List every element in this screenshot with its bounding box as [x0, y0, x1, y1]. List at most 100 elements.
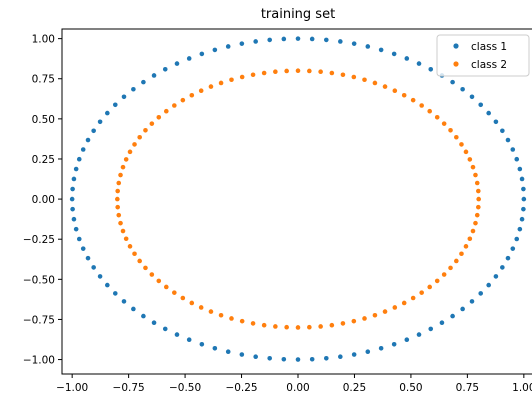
data-point: [105, 110, 110, 116]
data-point: [419, 290, 424, 295]
data-point: [97, 119, 103, 125]
data-point: [218, 80, 224, 86]
data-point: [454, 134, 459, 140]
points-layer: [69, 36, 527, 362]
data-point: [164, 108, 169, 114]
data-point: [514, 156, 520, 162]
data-point: [459, 142, 464, 147]
y-tick-label: 0.75: [32, 74, 55, 86]
plot-area-frame: [61, 28, 532, 375]
data-point: [351, 352, 357, 357]
data-point: [419, 103, 424, 108]
data-point: [172, 103, 177, 108]
series-2-points: [115, 68, 481, 330]
data-point: [401, 300, 407, 306]
data-point: [208, 84, 214, 89]
data-point: [478, 291, 484, 296]
data-point: [401, 92, 407, 98]
data-point: [225, 349, 231, 355]
data-point: [428, 326, 434, 332]
data-point: [105, 282, 110, 288]
y-tick-label: −0.75: [23, 314, 55, 326]
data-point: [123, 236, 129, 242]
data-point: [517, 226, 523, 232]
x-tick-label: 1.00: [512, 382, 532, 394]
data-point: [127, 244, 133, 249]
legend-label: class 2: [471, 59, 507, 71]
data-point: [71, 216, 77, 222]
data-point: [253, 354, 258, 360]
data-point: [180, 295, 186, 301]
data-point: [120, 228, 126, 234]
data-point: [505, 137, 511, 143]
data-point: [143, 128, 148, 133]
data-point: [151, 73, 157, 78]
x-tick-label: 0.25: [343, 382, 366, 394]
data-point: [309, 356, 315, 362]
data-point: [189, 300, 195, 306]
data-point: [141, 79, 146, 85]
data-point: [318, 69, 323, 75]
data-point: [382, 309, 388, 314]
data-point: [149, 272, 155, 277]
data-point: [410, 295, 416, 301]
data-point: [70, 206, 75, 212]
data-point: [427, 284, 433, 290]
data-point: [261, 322, 267, 328]
data-point: [174, 332, 180, 337]
data-point: [70, 186, 75, 192]
x-tick-label: −0.75: [113, 382, 145, 394]
data-point: [284, 324, 289, 330]
data-point: [115, 204, 120, 210]
data-point: [295, 68, 301, 74]
data-point: [309, 36, 315, 42]
data-point: [519, 216, 525, 222]
data-point: [73, 166, 79, 172]
data-point: [69, 196, 75, 202]
data-point: [112, 291, 118, 296]
data-point: [273, 69, 278, 75]
data-point: [151, 320, 157, 326]
data-point: [448, 265, 453, 271]
legend-marker: [453, 61, 459, 67]
data-point: [239, 41, 245, 46]
data-point: [91, 265, 96, 270]
data-point: [519, 176, 525, 182]
legend-marker: [453, 43, 459, 49]
data-point: [454, 258, 459, 264]
data-point: [521, 206, 526, 212]
data-point: [340, 321, 346, 326]
data-point: [116, 180, 122, 186]
data-point: [131, 86, 136, 92]
data-point: [137, 258, 142, 264]
data-point: [467, 236, 473, 242]
data-point: [284, 68, 289, 74]
y-axis: 1.00 0.75 0.50 0.25 0.00 −0.25 −0.50 −0.75 −1.00: [23, 34, 62, 367]
data-point: [250, 321, 256, 326]
data-point: [186, 56, 192, 61]
data-point: [118, 220, 123, 226]
data-point: [180, 97, 186, 103]
data-point: [392, 305, 398, 310]
data-point: [372, 312, 378, 318]
data-point: [118, 172, 123, 178]
data-point: [239, 318, 245, 324]
data-point: [229, 316, 234, 321]
x-tick-label: −1.00: [56, 382, 88, 394]
data-point: [329, 322, 335, 328]
data-point: [448, 128, 453, 133]
data-point: [261, 70, 267, 76]
data-point: [115, 188, 120, 194]
x-axis: −1.00 −0.75 −0.50 −0.25 0.00 0.25 0.50 0.75 1.00: [56, 374, 532, 394]
data-point: [91, 128, 96, 134]
data-point: [340, 72, 346, 78]
data-point: [218, 312, 224, 318]
data-point: [318, 324, 323, 329]
data-point: [478, 102, 484, 108]
data-point: [225, 44, 231, 49]
data-point: [441, 272, 447, 277]
data-point: [463, 244, 469, 249]
data-point: [80, 246, 86, 251]
data-point: [121, 299, 127, 304]
